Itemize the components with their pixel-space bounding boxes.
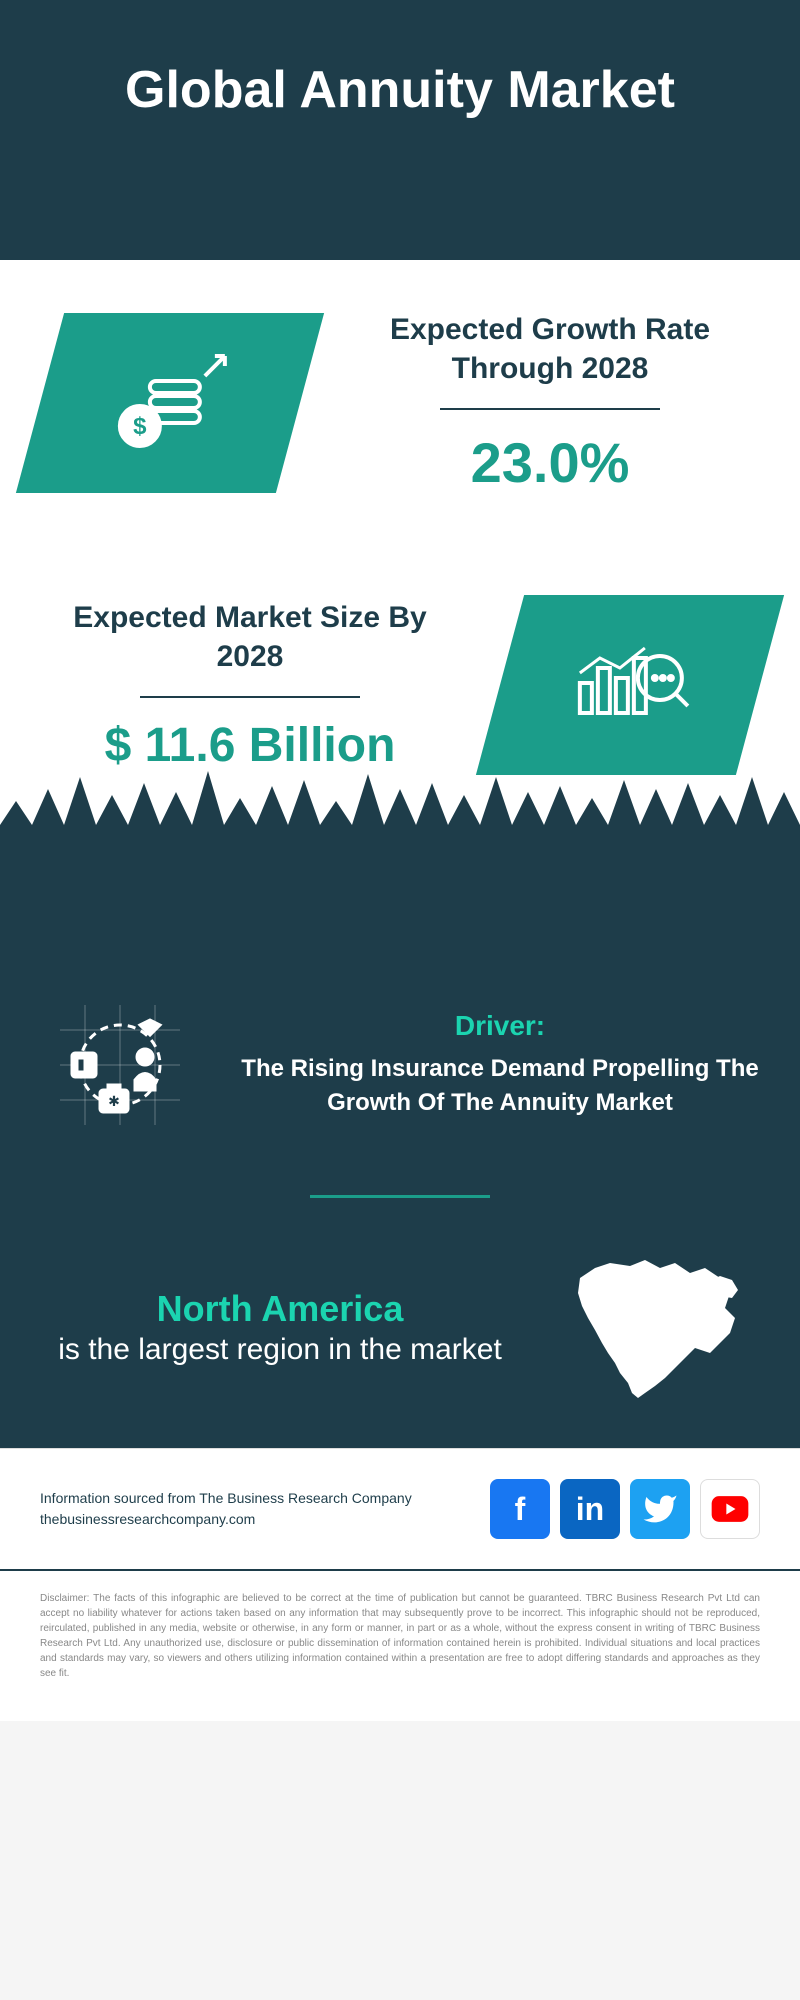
divider [140, 696, 360, 698]
svg-text:$: $ [133, 412, 147, 439]
facebook-icon[interactable]: f [490, 1479, 550, 1539]
infographic-container: Global Annuity Market $ Expected Growth … [0, 0, 800, 1721]
growth-shape: $ [16, 313, 324, 493]
region-name: North America [40, 1288, 520, 1330]
source-line-2: thebusinessresearchcompany.com [40, 1509, 412, 1530]
money-growth-icon: $ [100, 340, 240, 465]
driver-description: The Rising Insurance Demand Propelling T… [240, 1052, 760, 1119]
source-line-1: Information sourced from The Business Re… [40, 1488, 412, 1509]
svg-text:✱: ✱ [108, 1093, 120, 1109]
teal-divider [310, 1195, 490, 1198]
market-text: Expected Market Size By 2028 $ 11.6 Bill… [40, 598, 460, 773]
region-row: North America is the largest region in t… [40, 1248, 760, 1408]
growth-label: Expected Growth Rate Through 2028 [340, 310, 760, 388]
skyline-divider [0, 825, 800, 945]
driver-title: Driver: [240, 1010, 760, 1042]
page-title: Global Annuity Market [40, 60, 760, 120]
disclaimer-text: Disclaimer: The facts of this infographi… [40, 1591, 760, 1681]
growth-rate-section: $ Expected Growth Rate Through 2028 23.0… [0, 260, 800, 545]
driver-text: Driver: The Rising Insurance Demand Prop… [240, 1010, 760, 1119]
chart-analysis-icon [560, 623, 700, 748]
twitter-icon[interactable] [630, 1479, 690, 1539]
insurance-network-icon: ✱ [40, 985, 200, 1145]
youtube-icon[interactable] [700, 1479, 760, 1539]
growth-value: 23.0% [340, 430, 760, 495]
region-text: North America is the largest region in t… [40, 1288, 520, 1369]
driver-row: ✱ Driver: The Rising Insurance Demand Pr… [40, 985, 760, 1145]
linkedin-icon[interactable]: in [560, 1479, 620, 1539]
region-description: is the largest region in the market [40, 1330, 520, 1369]
divider [440, 408, 660, 410]
market-label: Expected Market Size By 2028 [40, 598, 460, 676]
market-value: $ 11.6 Billion [40, 718, 460, 773]
footer-section: Information sourced from The Business Re… [0, 1448, 800, 1569]
north-america-map-icon [560, 1248, 760, 1408]
footer-source: Information sourced from The Business Re… [40, 1488, 412, 1530]
market-size-section: Expected Market Size By 2028 $ 11.6 Bill… [0, 545, 800, 825]
disclaimer-section: Disclaimer: The facts of this infographi… [0, 1569, 800, 1721]
dark-section: ✱ Driver: The Rising Insurance Demand Pr… [0, 945, 800, 1448]
header-section: Global Annuity Market [0, 0, 800, 260]
social-icons: f in [490, 1479, 760, 1539]
market-shape [476, 595, 784, 775]
growth-text: Expected Growth Rate Through 2028 23.0% [340, 310, 760, 495]
